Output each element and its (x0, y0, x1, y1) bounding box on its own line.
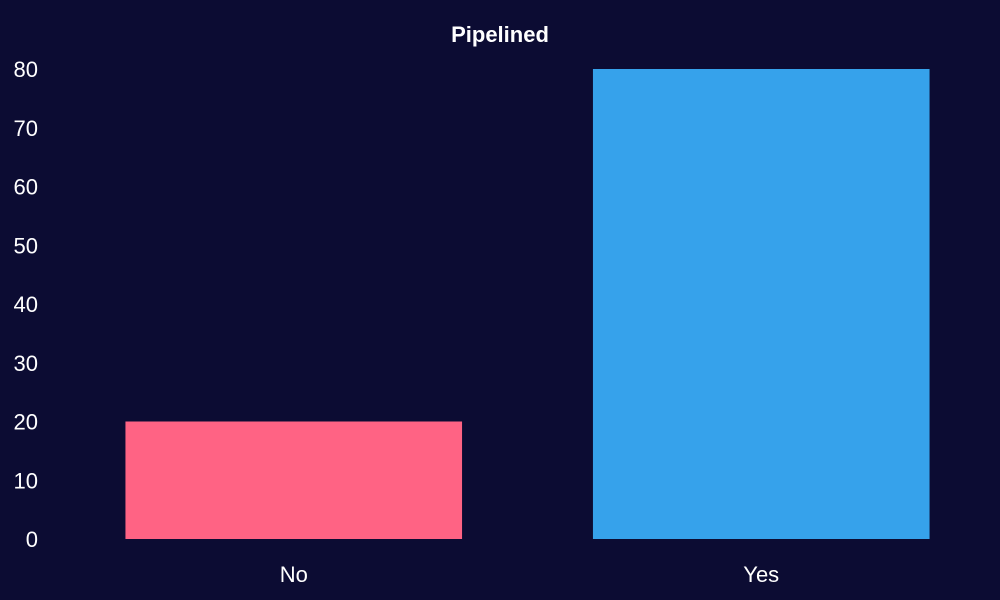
y-tick-label: 10 (14, 468, 38, 493)
y-axis: 0 10 20 30 40 50 60 70 80 (14, 57, 38, 552)
x-tick-label: Yes (743, 562, 779, 587)
x-axis: No Yes (280, 562, 780, 587)
y-tick-label: 40 (14, 292, 38, 317)
chart-title: Pipelined (451, 22, 549, 47)
bars (125, 69, 930, 540)
y-tick-label: 70 (14, 116, 38, 141)
bar-yes[interactable] (592, 69, 930, 539)
y-tick-label: 60 (14, 175, 38, 200)
y-tick-label: 50 (14, 233, 38, 258)
x-tick-label: No (280, 562, 308, 587)
bar-no[interactable] (125, 421, 463, 540)
y-tick-label: 80 (14, 57, 38, 82)
y-tick-label: 0 (26, 527, 38, 552)
y-tick-label: 20 (14, 410, 38, 435)
y-tick-label: 30 (14, 351, 38, 376)
